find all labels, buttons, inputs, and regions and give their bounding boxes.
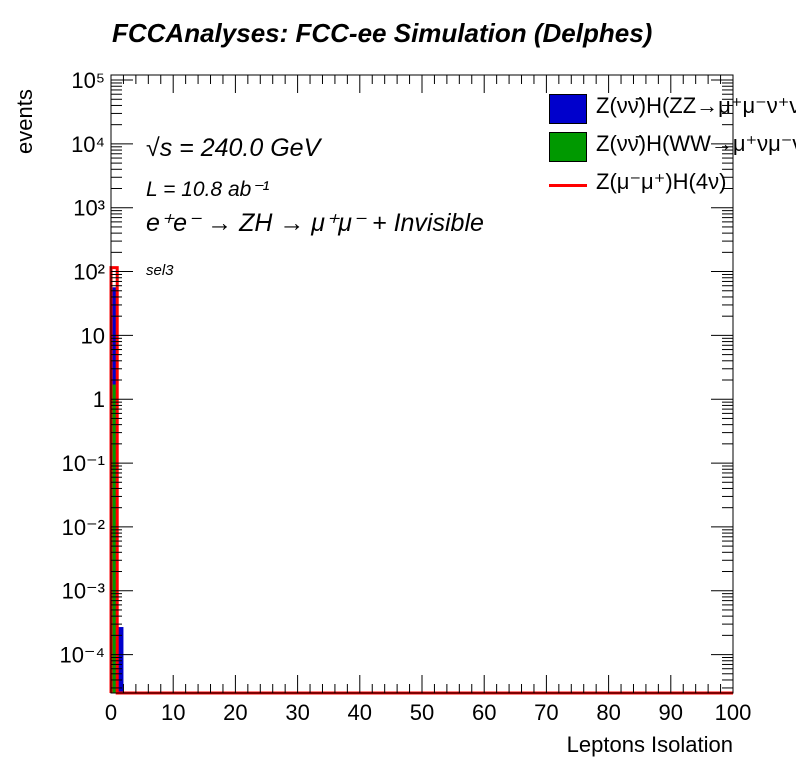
- line-zmumu-h4nu: [109, 266, 733, 695]
- chart-title: FCCAnalyses: FCC-ee Simulation (Delphes): [112, 18, 653, 48]
- y-tick-label: 10²: [73, 260, 105, 285]
- y-tick-label: 10: [81, 323, 105, 348]
- energy-annotation: √s = 240.0 GeV: [146, 134, 320, 163]
- x-tick-label: 60: [472, 700, 496, 725]
- x-tick-label: 30: [285, 700, 309, 725]
- legend-label: Z(νν̄)H(ZZ→μ⁺μ⁻ν⁺ν⁻): [596, 93, 796, 118]
- x-tick-label: 90: [659, 700, 683, 725]
- sqrt-symbol: √: [146, 134, 160, 162]
- y-tick-label: 10⁻²: [62, 515, 105, 540]
- y-tick-label: 10³: [73, 196, 105, 221]
- x-tick-label: 10: [161, 700, 185, 725]
- legend-entry-znn-hzz: Z(νν̄)H(ZZ→μ⁺μ⁻ν⁺ν⁻): [546, 90, 796, 128]
- x-tick-label: 80: [596, 700, 620, 725]
- y-tick-label: 10⁻⁴: [59, 643, 105, 668]
- y-tick-label: 10⁴: [71, 132, 105, 157]
- y-tick-label: 10⁻¹: [62, 451, 105, 476]
- legend-label: Z(μ⁻μ⁺)H(4ν): [596, 169, 727, 194]
- legend: Z(νν̄)H(ZZ→μ⁺μ⁻ν⁺ν⁻) Z(νν̄)H(WW→μ⁺νμ⁻ν) …: [546, 90, 796, 204]
- x-axis-label: Leptons Isolation: [566, 732, 733, 757]
- legend-entry-znn-hww: Z(νν̄)H(WW→μ⁺νμ⁻ν): [546, 128, 796, 166]
- y-tick-label: 1: [93, 387, 105, 412]
- legend-swatch-green: [549, 132, 587, 162]
- legend-line-red: [549, 184, 587, 187]
- legend-swatch-blue: [549, 94, 587, 124]
- x-tick-label: 50: [410, 700, 434, 725]
- legend-label: Z(νν̄)H(WW→μ⁺νμ⁻ν): [596, 131, 796, 156]
- y-tick-label: 10⁵: [71, 68, 105, 93]
- x-tick-label: 0: [105, 700, 117, 725]
- luminosity-annotation: L = 10.8 ab⁻¹: [146, 178, 270, 201]
- x-tick-label: 20: [223, 700, 247, 725]
- bar-znn-hww: [111, 384, 118, 693]
- bar-znn-hzz: [117, 627, 124, 693]
- energy-text: s = 240.0 GeV: [159, 134, 321, 162]
- y-axis-label: events: [12, 89, 37, 154]
- process-annotation: e⁺e⁻ → ZH → μ⁺μ⁻ + Invisible: [146, 209, 484, 237]
- legend-entry-zmumu-h4nu: Z(μ⁻μ⁺)H(4ν): [546, 166, 796, 204]
- selection-annotation: sel3: [146, 262, 174, 279]
- y-tick-label: 10⁻³: [62, 579, 105, 604]
- x-tick-label: 70: [534, 700, 558, 725]
- x-tick-label: 40: [348, 700, 372, 725]
- x-tick-label: 100: [715, 700, 752, 725]
